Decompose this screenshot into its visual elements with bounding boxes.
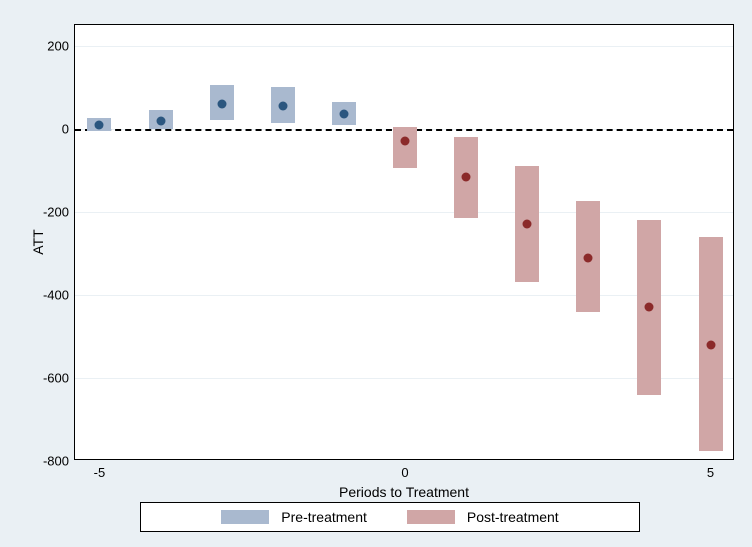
point-pre bbox=[339, 110, 348, 119]
legend-swatch-pre bbox=[221, 510, 269, 524]
gridline bbox=[75, 378, 733, 379]
y-tick-label: 0 bbox=[62, 121, 69, 136]
point-post bbox=[401, 137, 410, 146]
point-post bbox=[706, 340, 715, 349]
gridline bbox=[75, 461, 733, 462]
x-tick-label: 0 bbox=[401, 465, 408, 480]
point-post bbox=[462, 172, 471, 181]
ci-bar-post bbox=[393, 127, 417, 169]
y-axis-label: ATT bbox=[30, 229, 46, 254]
plot-area: -800-600-400-2000200-505 bbox=[74, 24, 734, 460]
legend-item-pre: Pre-treatment bbox=[221, 509, 367, 525]
y-tick-label: -800 bbox=[43, 454, 69, 469]
legend-label-post: Post-treatment bbox=[467, 509, 559, 525]
point-post bbox=[523, 220, 532, 229]
gridline bbox=[75, 212, 733, 213]
legend: Pre-treatment Post-treatment bbox=[140, 502, 640, 532]
x-tick-label: 5 bbox=[707, 465, 714, 480]
y-tick-label: -600 bbox=[43, 370, 69, 385]
chart-outer: -800-600-400-2000200-505 ATT Periods to … bbox=[10, 10, 742, 537]
legend-label-pre: Pre-treatment bbox=[281, 509, 367, 525]
gridline bbox=[75, 295, 733, 296]
point-pre bbox=[278, 101, 287, 110]
y-tick-label: 200 bbox=[47, 38, 69, 53]
point-pre bbox=[156, 116, 165, 125]
x-axis-label: Periods to Treatment bbox=[339, 484, 469, 500]
x-tick-label: -5 bbox=[94, 465, 106, 480]
point-pre bbox=[217, 99, 226, 108]
point-pre bbox=[95, 120, 104, 129]
point-post bbox=[645, 303, 654, 312]
legend-swatch-post bbox=[407, 510, 455, 524]
legend-item-post: Post-treatment bbox=[407, 509, 559, 525]
point-post bbox=[584, 253, 593, 262]
gridline bbox=[75, 46, 733, 47]
y-tick-label: -200 bbox=[43, 204, 69, 219]
y-tick-label: -400 bbox=[43, 287, 69, 302]
